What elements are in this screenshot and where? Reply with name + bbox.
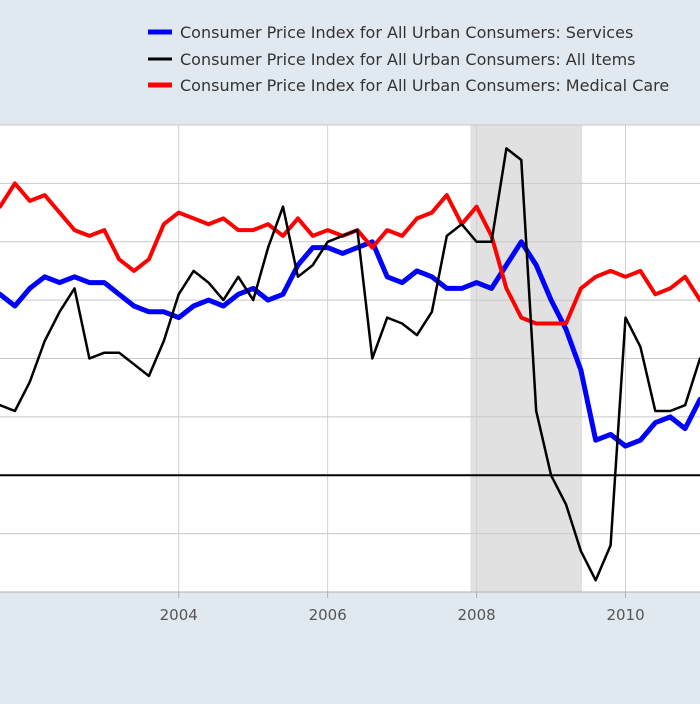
legend: Consumer Price Index for All Urban Consu…	[148, 23, 669, 95]
series-line-services	[0, 239, 700, 449]
x-tick-label: 2008	[458, 606, 496, 624]
legend-label-services: Consumer Price Index for All Urban Consu…	[180, 23, 633, 42]
x-tick-label: 2006	[309, 606, 347, 624]
legend-label-all-items: Consumer Price Index for All Urban Consu…	[180, 50, 635, 69]
x-tick-label: 2010	[606, 606, 644, 624]
legend-label-medical-care: Consumer Price Index for All Urban Consu…	[180, 76, 669, 95]
series-line-all-items	[0, 147, 700, 582]
x-tick-label: 2004	[160, 606, 198, 624]
